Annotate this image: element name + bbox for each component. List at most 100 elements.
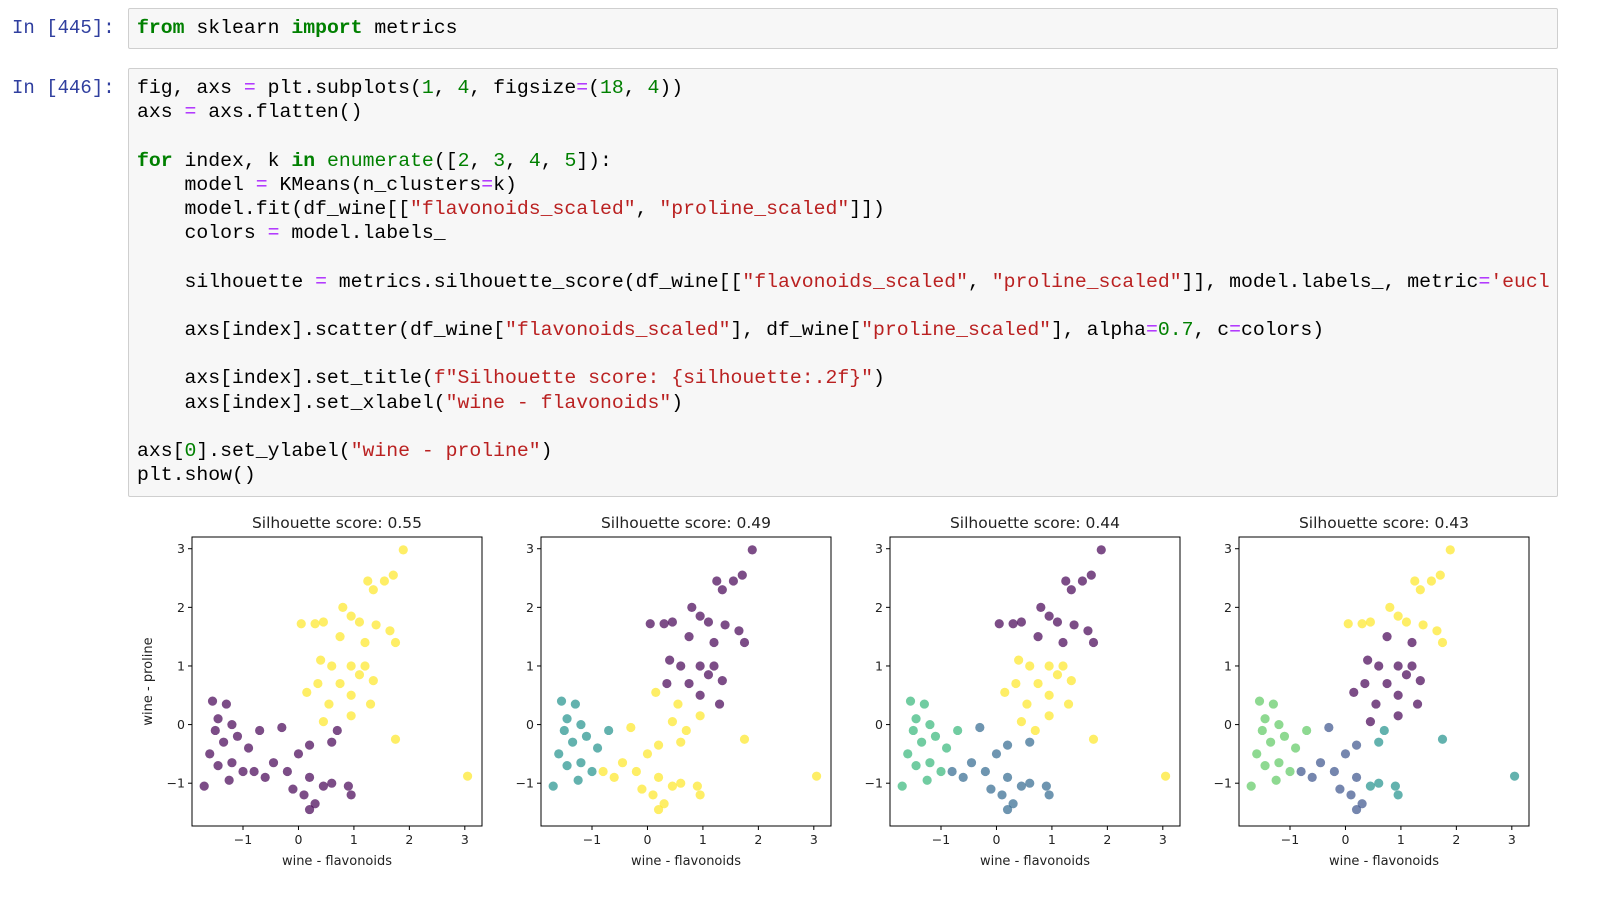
scatter-point [1008, 619, 1018, 629]
scatter-point [911, 761, 921, 771]
scatter-point [1410, 576, 1420, 586]
scatter-point [653, 772, 664, 782]
y-tick-label: 1 [1224, 658, 1232, 673]
chart-title: Silhouette score: 0.55 [252, 514, 422, 532]
scatter-point [1014, 655, 1024, 665]
scatter-point [1044, 711, 1054, 721]
scatter-point [1351, 804, 1362, 815]
y-tick-label: 0 [875, 717, 883, 732]
scatter-point [304, 804, 315, 815]
scatter-point [1407, 637, 1417, 648]
scatter-point [648, 790, 658, 800]
scatter-point [219, 737, 229, 747]
scatter-point [645, 619, 655, 629]
scatter-point [360, 661, 370, 671]
scatter-point [346, 790, 356, 800]
scatter-point [365, 699, 376, 709]
scatter-point [227, 719, 237, 730]
x-tick-label: −1 [932, 832, 950, 847]
scatter-point [980, 766, 990, 777]
y-tick-label: −1 [516, 776, 534, 791]
scatter-point [1058, 661, 1068, 671]
scatter-point [1052, 670, 1063, 680]
scatter-point [917, 737, 927, 747]
y-tick-label: 3 [526, 541, 534, 556]
scatter-point [1418, 620, 1428, 630]
scatter-point [1343, 619, 1353, 629]
x-tick-label: 0 [992, 832, 1000, 847]
scatter-point [1437, 734, 1448, 744]
code-cell[interactable]: fig, axs = plt.subplots(1, 4, figsize=(1… [128, 68, 1558, 497]
y-tick-label: 2 [177, 600, 185, 615]
y-tick-label: −1 [167, 776, 185, 791]
x-tick-label: 1 [1048, 832, 1056, 847]
scatter-point [734, 626, 744, 636]
scatter-point [462, 771, 473, 781]
scatter-point [1025, 778, 1035, 788]
scatter-point [905, 696, 916, 706]
scatter-point [687, 602, 697, 612]
scatter-point [1011, 678, 1021, 689]
x-tick-label: 2 [405, 832, 413, 847]
y-tick-label: 1 [875, 658, 883, 673]
scatter-point [709, 661, 719, 671]
x-tick-label: −1 [1281, 832, 1299, 847]
scatter-point [1002, 740, 1013, 750]
scatter-point [695, 661, 705, 671]
scatter-point [1260, 714, 1270, 724]
scatter-point [1041, 781, 1051, 791]
scatter-point [739, 637, 750, 648]
scatter-point [213, 714, 223, 724]
scatter-point [304, 772, 315, 782]
scatter-point [1360, 678, 1370, 689]
scatter-point [958, 772, 968, 782]
scatter-point [653, 804, 664, 815]
scatter-point [576, 758, 586, 768]
plot-frame [1238, 536, 1530, 827]
scatter-point [720, 620, 730, 630]
scatter-point [316, 655, 326, 665]
x-tick-label: 0 [294, 832, 302, 847]
scatter-point [1274, 719, 1284, 730]
scatter-point [667, 617, 678, 627]
scatter-point [232, 731, 243, 741]
scatter-point [346, 661, 356, 671]
scatter-point [1022, 699, 1032, 709]
scatter-point [598, 766, 608, 777]
prompt: In [445]: [12, 17, 115, 39]
scatter-point [1509, 771, 1520, 781]
scatter-point [659, 619, 669, 629]
scatter-point [1252, 749, 1262, 759]
y-tick-label: 3 [177, 541, 185, 556]
chart-title: Silhouette score: 0.49 [601, 514, 771, 532]
scatter-point [1246, 781, 1256, 791]
scatter-point [1008, 799, 1018, 809]
scatter-point [390, 734, 401, 744]
scatter-point [1096, 545, 1106, 555]
y-tick-label: 2 [875, 600, 883, 615]
code: from sklearn import metrics [137, 17, 458, 39]
x-tick-label: 2 [1452, 832, 1460, 847]
chart-title: Silhouette score: 0.43 [1299, 514, 1469, 532]
scatter-point [1335, 784, 1345, 794]
scatter-point [1088, 734, 1099, 744]
scatter-point [994, 619, 1004, 629]
scatter-point [1412, 699, 1423, 709]
scatter-point [562, 761, 572, 771]
scatter-point [692, 781, 702, 791]
scatter-point [1393, 711, 1403, 721]
scatter-point [903, 749, 913, 759]
code-cell[interactable]: from sklearn import metrics [128, 8, 1558, 49]
scatter-point [221, 699, 231, 709]
scatter-point [587, 766, 597, 777]
scatter-point [1340, 749, 1351, 759]
x-tick-label: 1 [350, 832, 358, 847]
scatter-point [277, 722, 287, 733]
scatter-point [363, 576, 373, 586]
scatter-point [1393, 690, 1403, 700]
scatter-point [1393, 790, 1403, 800]
scatter-point [293, 749, 304, 759]
scatter-point [1374, 778, 1384, 788]
scatter-point [338, 602, 348, 612]
scatter-point [626, 722, 636, 733]
